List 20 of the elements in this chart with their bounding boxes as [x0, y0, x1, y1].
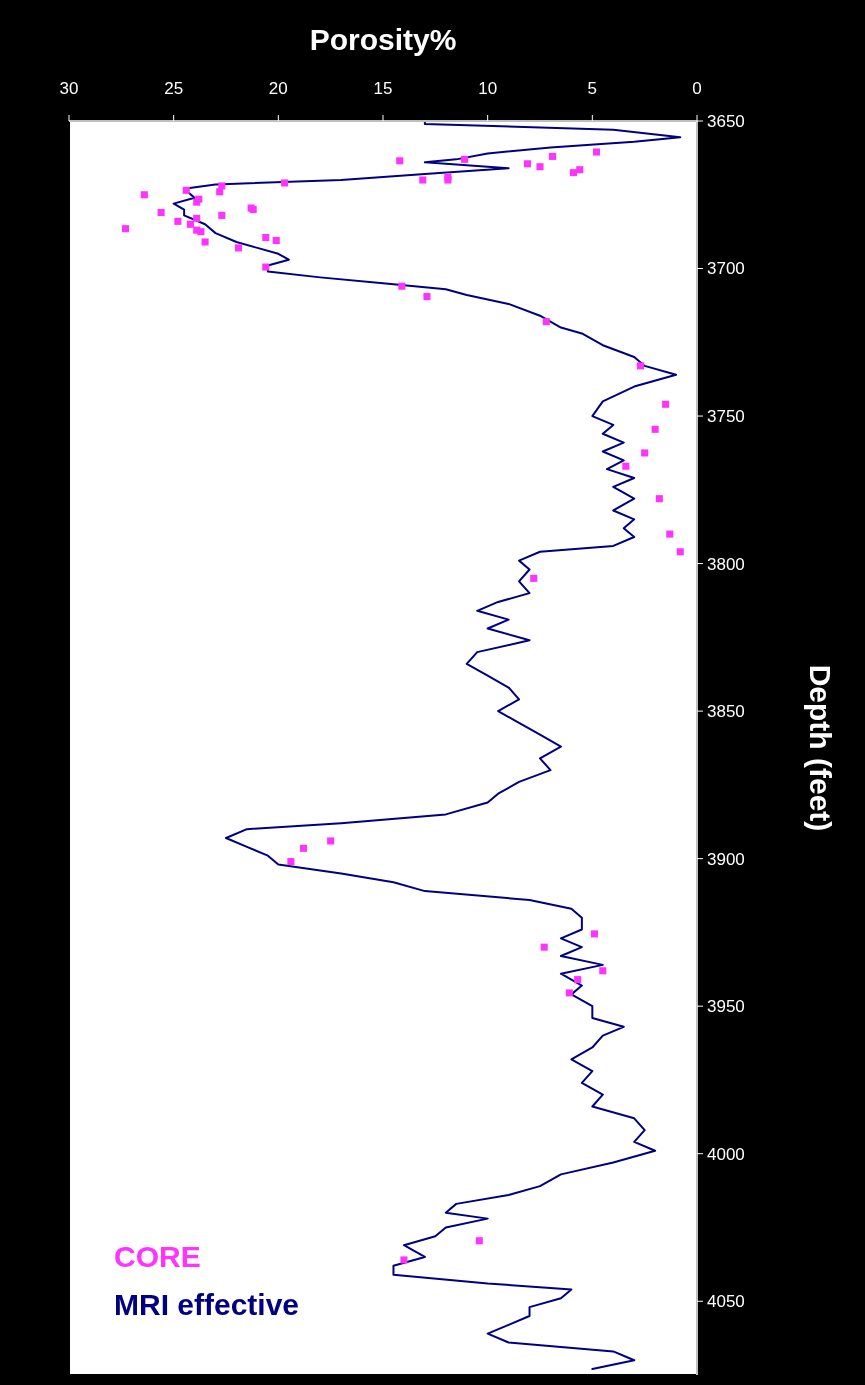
x-tick-label: 25 — [164, 79, 184, 98]
y-tick-label: 3900 — [707, 849, 745, 869]
text: CORE — [114, 1240, 201, 1273]
y-tick-label: 3800 — [707, 554, 745, 574]
x-tick-label: 10 — [478, 79, 498, 98]
y-tick-label: 3950 — [707, 997, 745, 1017]
y-axis-title: Depth (feet) — [804, 664, 837, 832]
y-tick-label: 4000 — [707, 1144, 745, 1164]
x-tick-label: 30 — [59, 79, 79, 98]
y-tick-label: 4050 — [707, 1292, 745, 1312]
text: MRI effective — [114, 1288, 300, 1321]
x-tick-label: 5 — [587, 79, 598, 98]
y-tick-label: 3750 — [707, 407, 745, 427]
y-tick-label: 3650 — [707, 111, 745, 131]
x-axis-title: Porosity% — [309, 23, 457, 56]
x-tick-label: 20 — [268, 79, 288, 98]
x-tick-label: 15 — [373, 79, 393, 98]
x-tick-label: 0 — [692, 79, 702, 98]
y-tick-label: 3700 — [707, 259, 745, 279]
y-tick-label: 3850 — [707, 702, 745, 722]
